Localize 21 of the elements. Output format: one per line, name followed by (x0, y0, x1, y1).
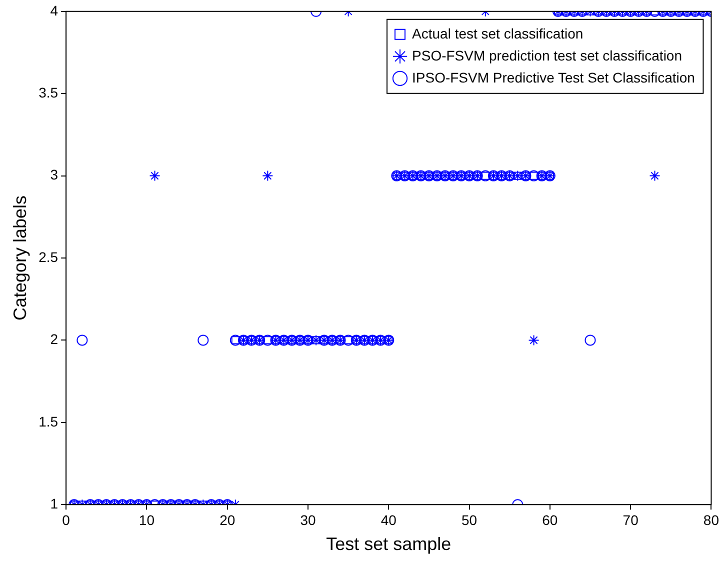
y-tick-label: 2.5 (38, 248, 58, 265)
y-axis-title: Category labels (10, 195, 30, 321)
x-tick-label: 40 (380, 512, 397, 528)
y-tick-label: 3 (50, 166, 58, 183)
x-tick-label: 30 (300, 512, 316, 528)
x-tick-label: 0 (62, 512, 70, 528)
x-tick-label: 20 (220, 512, 236, 528)
x-tick-label: 80 (703, 512, 720, 528)
y-tick-label: 2 (50, 331, 58, 348)
x-axis-title: Test set sample (326, 534, 452, 554)
y-tick-label: 1.5 (38, 413, 58, 430)
y-tick-label: 4 (50, 2, 58, 18)
legend-label: PSO-FSVM prediction test set classification (412, 47, 682, 64)
x-tick-label: 10 (138, 512, 155, 528)
x-tick-label: 50 (461, 512, 478, 528)
x-tick-label: 60 (542, 512, 558, 528)
legend-label: Actual test set classification (412, 25, 584, 42)
y-tick-label: 3.5 (38, 84, 58, 100)
legend-label: IPSO-FSVM Predictive Test Set Classification (412, 69, 695, 86)
x-tick-label: 70 (622, 512, 639, 528)
y-tick-label: 1 (50, 495, 58, 512)
